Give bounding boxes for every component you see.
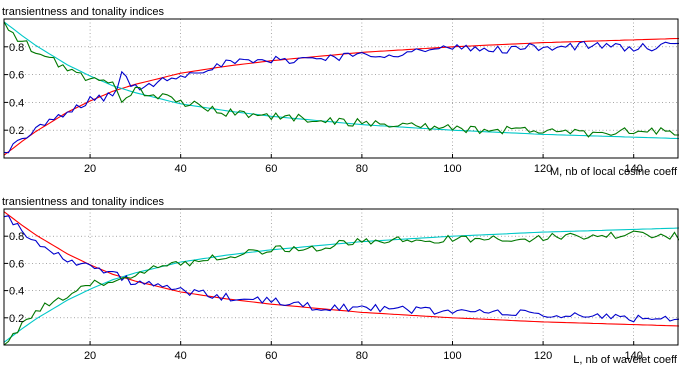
top-chart-xtick-label: 120 (534, 163, 552, 175)
top-chart-ytick-label: 0.6 (9, 70, 24, 82)
top-chart-grid (4, 19, 679, 158)
top-chart-xtick-label: 40 (175, 163, 187, 175)
bottom-chart-xtick-label: 100 (443, 350, 461, 362)
bottom-chart-title: transientness and tonality indices (2, 196, 165, 208)
bottom-chart-xlabel: L, nb of wavelet coeff (573, 354, 678, 366)
top-chart-frame (3, 18, 679, 159)
bottom-chart-frame (3, 208, 679, 346)
bottom-chart-xtick-label: 60 (265, 350, 277, 362)
bottom-chart-grid (4, 209, 679, 345)
bottom-chart-ytick-label: 0.6 (9, 258, 24, 270)
bottom-chart: transientness and tonality indices 20 40 6… (2, 196, 679, 366)
top-chart-xlabel: M, nb of local cosine coeff (550, 166, 678, 178)
bottom-chart-series (3, 211, 679, 346)
top-chart-series-line (3, 21, 679, 140)
bottom-chart-ytick-label: 0.4 (9, 286, 24, 298)
top-chart-series-line (3, 40, 679, 154)
bottom-chart-series-line (3, 230, 679, 346)
top-chart-xtick-label: 140 (625, 163, 643, 175)
bottom-chart-xtick-label: 20 (84, 350, 96, 362)
bottom-chart-series-line (3, 211, 679, 327)
top-chart-xtick-label: 20 (84, 163, 96, 175)
bottom-chart-ticks: 20 40 60 80 100 120 140 0.2 0.4 0.6 0.8 (4, 231, 643, 362)
top-chart-ytick-label: 0.2 (9, 125, 24, 137)
bottom-chart-xtick-label: 80 (356, 350, 368, 362)
top-chart-series (3, 21, 679, 156)
top-chart-series-line (3, 21, 679, 138)
top-chart-ytick-label: 0.8 (9, 42, 24, 54)
bottom-chart-ytick-label: 0.8 (9, 231, 24, 243)
top-chart-title: transientness and tonality indices (2, 6, 165, 18)
bottom-chart-xtick-label: 120 (534, 350, 552, 362)
top-chart-xtick-label: 60 (265, 163, 277, 175)
bottom-chart-series-line (3, 227, 679, 343)
bottom-chart-ytick-label: 0.2 (9, 313, 24, 325)
bottom-chart-xtick-label: 140 (625, 350, 643, 362)
top-chart: transientness and tonality indices 20 40 6… (2, 6, 679, 178)
bottom-chart-xtick-label: 40 (175, 350, 187, 362)
bottom-chart-series-line (3, 215, 679, 323)
top-chart-xtick-label: 100 (443, 163, 461, 175)
top-chart-ytick-label: 0.4 (9, 97, 24, 109)
top-chart-ticks: 20 40 60 80 100 120 140 0.2 0.4 0.6 0.8 (4, 42, 643, 175)
top-chart-xtick-label: 80 (356, 163, 368, 175)
